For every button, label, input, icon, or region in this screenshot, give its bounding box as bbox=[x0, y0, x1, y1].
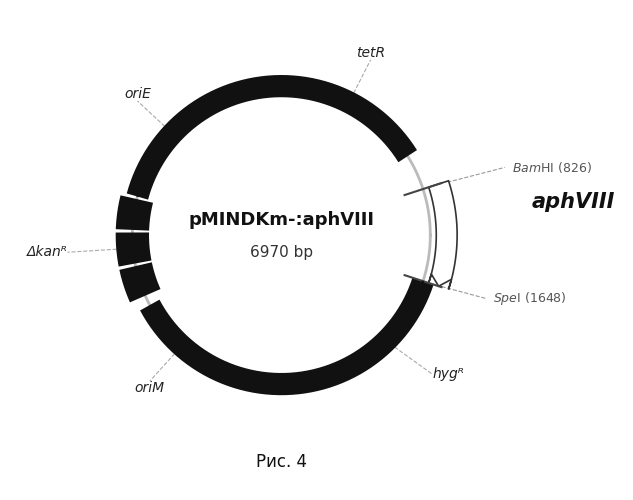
Text: 6970 bp: 6970 bp bbox=[250, 246, 313, 260]
Text: hygᴿ: hygᴿ bbox=[432, 367, 464, 381]
Text: pMINDKm-:aphVIII: pMINDKm-:aphVIII bbox=[189, 211, 374, 229]
Text: aphVIII: aphVIII bbox=[532, 192, 615, 212]
Polygon shape bbox=[429, 181, 457, 290]
Text: $\it{Bam}$HI (826): $\it{Bam}$HI (826) bbox=[512, 160, 592, 175]
Text: oriE: oriE bbox=[124, 87, 151, 101]
Text: Δkanᴿ: Δkanᴿ bbox=[27, 245, 68, 259]
Text: Рис. 4: Рис. 4 bbox=[256, 452, 307, 470]
Text: $\it{Spe}$I (1648): $\it{Spe}$I (1648) bbox=[493, 290, 567, 307]
Text: tetR: tetR bbox=[356, 46, 385, 60]
Text: oriM: oriM bbox=[135, 382, 165, 396]
